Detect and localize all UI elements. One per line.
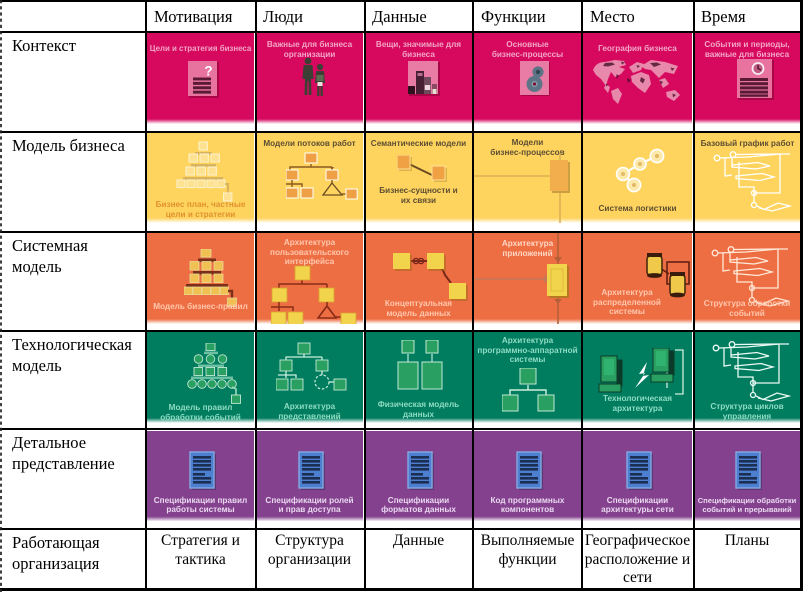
svg-text:?: ? <box>204 64 212 79</box>
